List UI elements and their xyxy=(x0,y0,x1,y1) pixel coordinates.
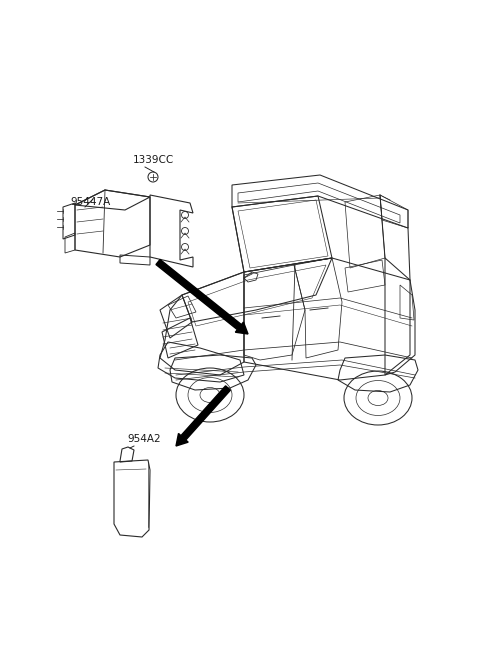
Text: 954A2: 954A2 xyxy=(127,434,161,444)
FancyArrow shape xyxy=(176,386,230,446)
FancyArrow shape xyxy=(156,260,248,334)
Text: 1339CC: 1339CC xyxy=(133,155,174,165)
Text: 95447A: 95447A xyxy=(70,197,110,207)
